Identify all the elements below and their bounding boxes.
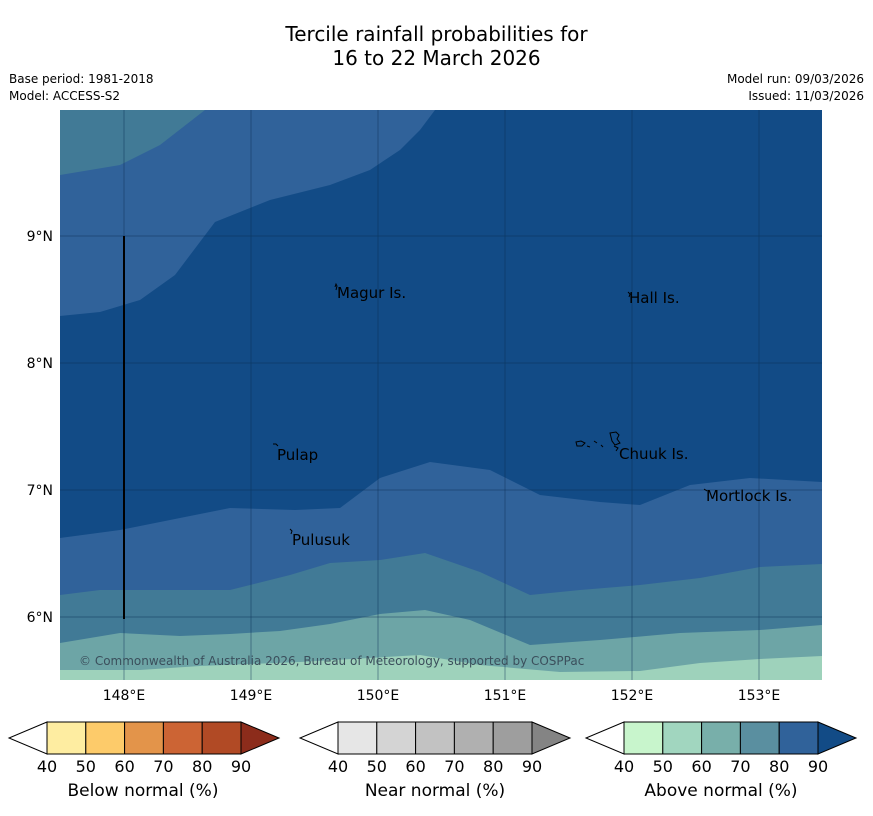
place-chuuk: Chuuk Is.	[619, 445, 688, 463]
colorbar-segment	[453, 721, 494, 755]
colorbar-max-arrow	[531, 721, 572, 755]
colorbar-tick: 50	[367, 757, 387, 776]
colorbar-above: 40 50 60 70 80 90	[584, 721, 858, 776]
band-80	[60, 110, 822, 680]
model-run: Model run: 09/03/2026	[726, 72, 864, 86]
colorbar-segment	[662, 721, 703, 755]
meta-right: Model run: 09/03/2026 Issued: 11/03/2026	[727, 71, 864, 105]
colorbar-tick: 90	[808, 757, 828, 776]
colorbar-segment	[162, 721, 203, 755]
title-line-1: Tercile rainfall probabilities for	[285, 22, 588, 46]
colorbar-max-arrow	[240, 721, 281, 755]
colorbar-below: 40 50 60 70 80 90	[7, 721, 281, 776]
longitude-labels: 148°E 149°E 150°E 151°E 152°E 153°E	[103, 688, 781, 704]
lon-label: 153°E	[738, 688, 781, 704]
hall-island-shape	[627, 291, 631, 298]
mortlock-island-shape	[703, 488, 708, 492]
colorbar-segment	[701, 721, 741, 755]
colorbar-near: 40 50 60 70 80 90	[298, 721, 572, 776]
probability-field	[60, 110, 822, 680]
colorbar-tick: 60	[691, 757, 711, 776]
magur-island-shape	[334, 282, 338, 291]
colorbar-tick: 70	[730, 757, 750, 776]
lon-label: 149°E	[230, 688, 273, 704]
meta-left: Base period: 1981-2018 Model: ACCESS-S2	[9, 71, 154, 105]
colorbar-segment	[376, 721, 417, 755]
colorbar-segment	[124, 721, 164, 755]
colorbar-tick: 60	[114, 757, 134, 776]
colorbar-tick: 90	[522, 757, 542, 776]
lon-label: 151°E	[484, 688, 527, 704]
pulusuk-island-shape	[289, 528, 293, 535]
colorbar-max-arrow	[817, 721, 858, 755]
colorbar-segment	[415, 721, 455, 755]
colorbar-tick: 80	[192, 757, 212, 776]
place-pulap: Pulap	[277, 446, 318, 464]
colorbar-tick: 80	[483, 757, 503, 776]
colorbar-min-arrow	[584, 721, 625, 755]
below-normal-label: Below normal (%)	[67, 781, 219, 801]
lon-label: 150°E	[357, 688, 400, 704]
pulap-island-shape	[273, 443, 279, 447]
colorbar-segment	[201, 721, 242, 755]
colorbar-tick: 40	[328, 757, 348, 776]
colorbar-tick: 50	[76, 757, 96, 776]
copyright-notice: © Commonwealth of Australia 2026, Bureau…	[79, 654, 584, 668]
band-50	[60, 655, 822, 680]
place-magur: Magur Is.	[337, 284, 406, 302]
island-markers	[273, 282, 708, 535]
colorbar-segment	[337, 721, 378, 755]
chart-title: Tercile rainfall probabilities for 16 to…	[0, 22, 873, 70]
lat-label: 9°N	[27, 229, 53, 245]
colorbar-tick: 50	[653, 757, 673, 776]
lat-label: 6°N	[27, 610, 53, 626]
colorbar-min-arrow	[298, 721, 339, 755]
colorbars: 40 50 60 70 80 90 40 50 60 70 80 90 40 50 60 70 80 90	[7, 721, 858, 776]
chuuk-lagoon-shape	[575, 431, 621, 452]
base-period: Base period: 1981-2018	[9, 72, 154, 86]
colorbar-segment	[492, 721, 533, 755]
place-hall: Hall Is.	[629, 289, 680, 307]
colorbar-segment	[46, 721, 87, 755]
lon-label: 148°E	[103, 688, 146, 704]
band-60	[60, 610, 822, 680]
model-name: Model: ACCESS-S2	[9, 89, 121, 103]
colorbar-min-arrow	[7, 721, 48, 755]
lat-label: 8°N	[27, 356, 53, 372]
place-mortlock: Mortlock Is.	[706, 487, 792, 505]
colorbar-segment	[778, 721, 819, 755]
colorbar-tick: 40	[614, 757, 634, 776]
latitude-labels: 9°N 8°N 7°N 6°N	[27, 229, 53, 626]
lat-label: 7°N	[27, 483, 53, 499]
colorbar-tick: 70	[153, 757, 173, 776]
place-pulusuk: Pulusuk	[292, 531, 350, 549]
colorbar-tick: 40	[37, 757, 57, 776]
graticule	[60, 110, 822, 680]
lon-label: 152°E	[611, 688, 654, 704]
band-70-top	[60, 110, 205, 175]
colorbar-tick: 80	[769, 757, 789, 776]
above-normal-label: Above normal (%)	[644, 781, 798, 801]
colorbar-tick: 70	[444, 757, 464, 776]
colorbar-tick: 90	[231, 757, 251, 776]
colorbar-segment	[85, 721, 126, 755]
near-normal-label: Near normal (%)	[364, 781, 506, 801]
colorbar-tick: 60	[405, 757, 425, 776]
colorbar-segment	[623, 721, 664, 755]
colorbar-segment	[739, 721, 780, 755]
issued-date: Issued: 11/03/2026	[748, 89, 864, 103]
title-line-2: 16 to 22 March 2026	[332, 46, 541, 70]
